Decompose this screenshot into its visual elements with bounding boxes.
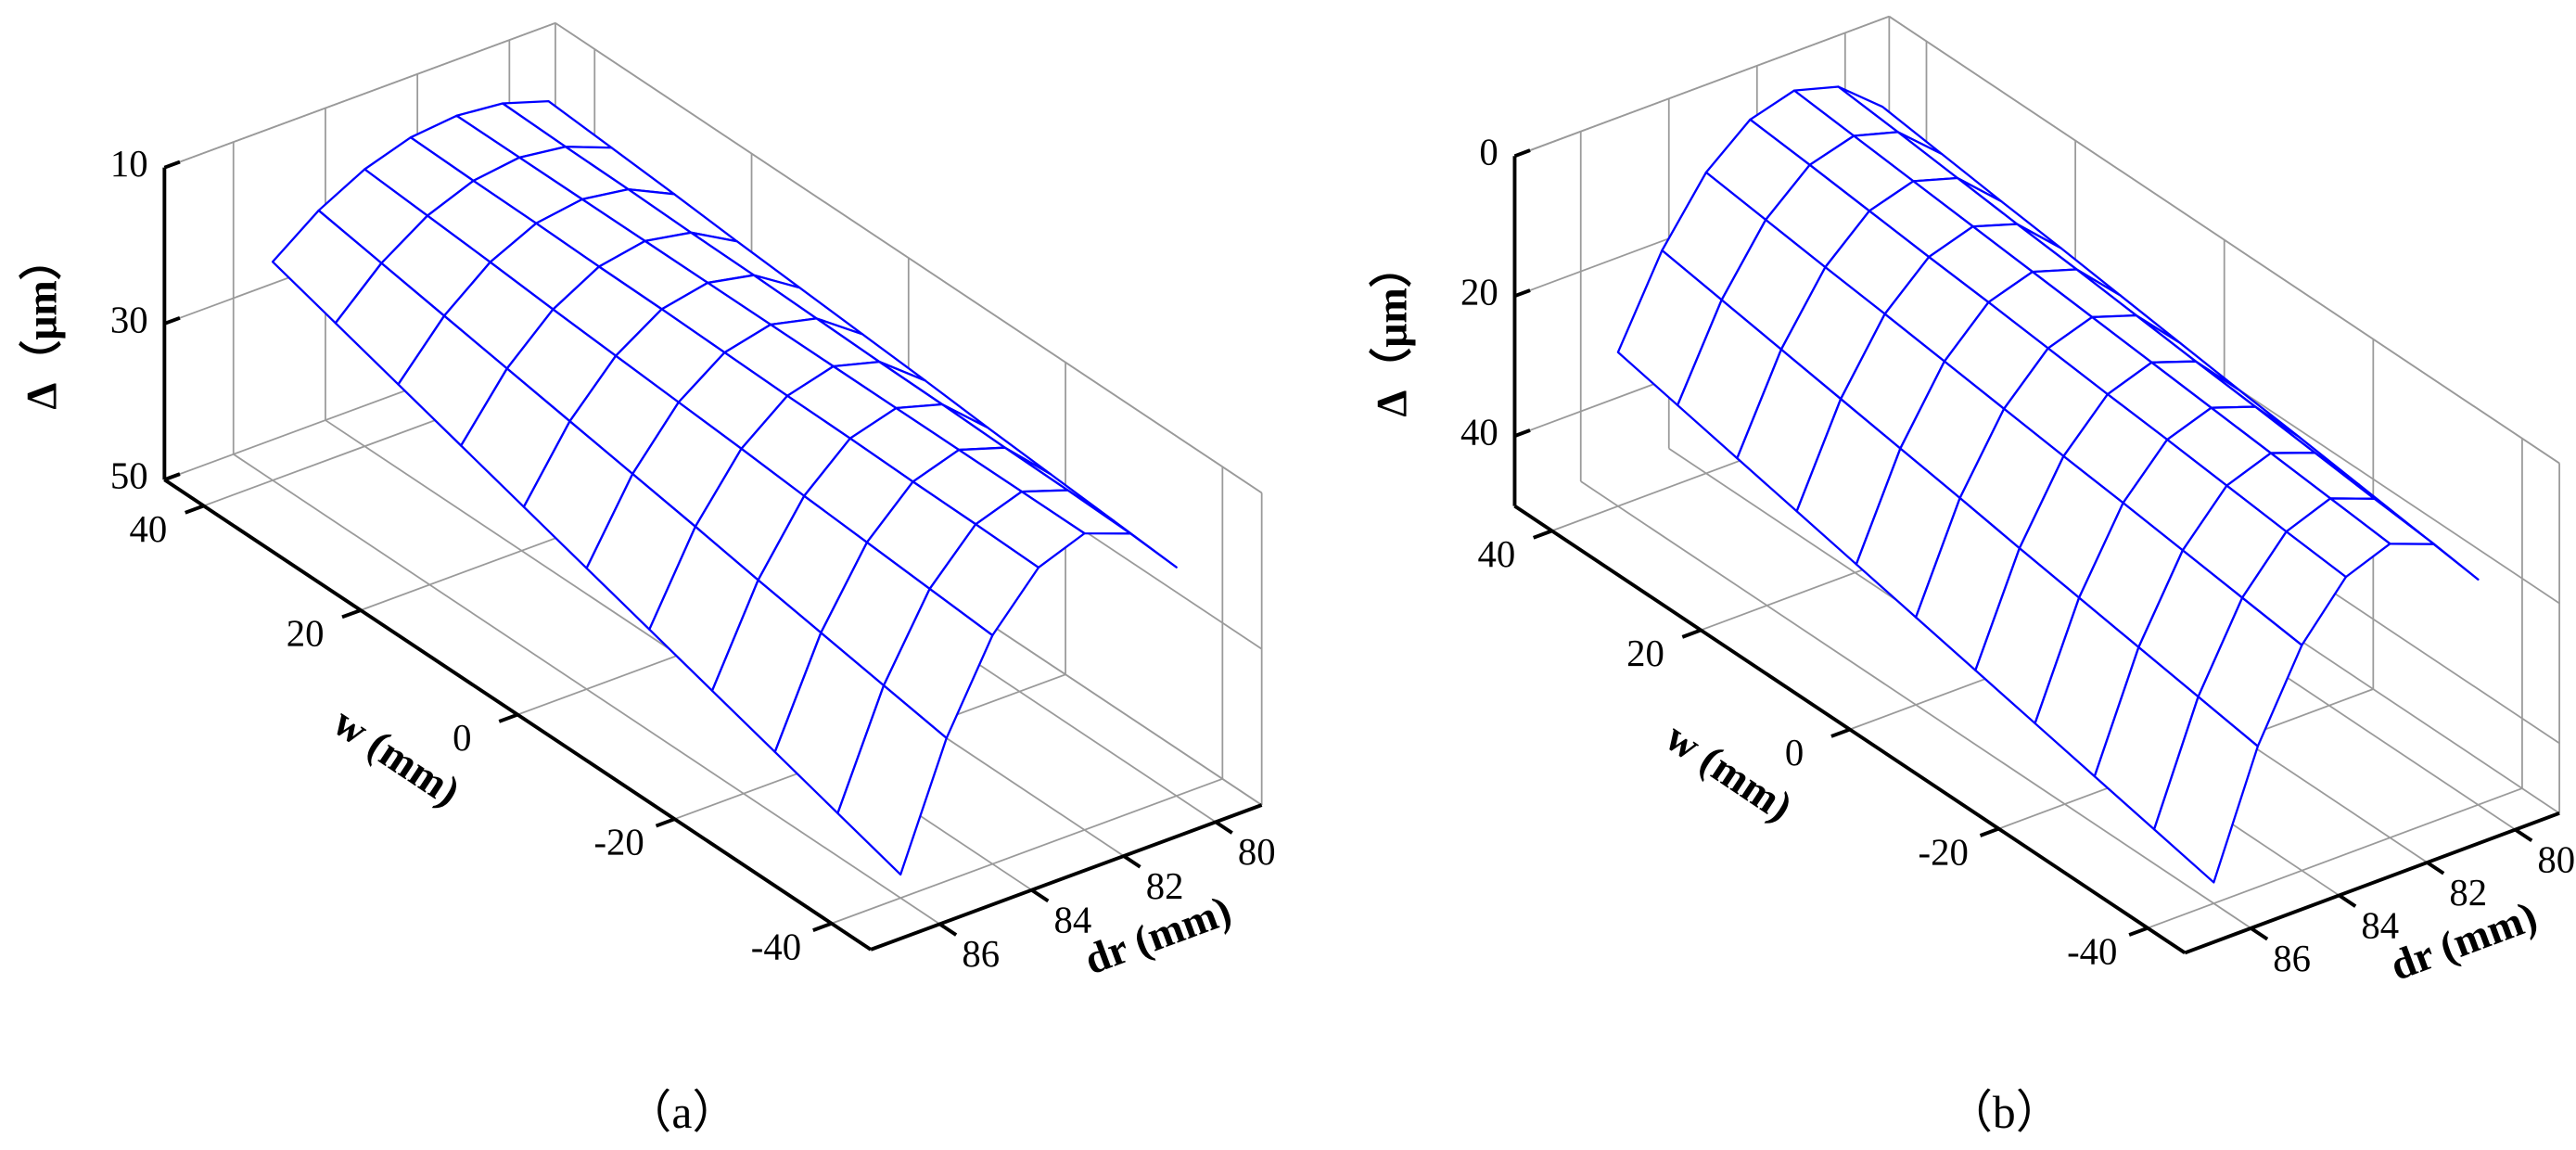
y-tick [1122, 854, 1141, 869]
z-tick [163, 160, 181, 170]
y-tick-label: 84 [1054, 900, 1092, 941]
x-tick [341, 608, 362, 620]
y-tick-label: 80 [2537, 838, 2575, 880]
x-tick [2128, 926, 2149, 937]
caption: （b） [1946, 1087, 2061, 1138]
x-tick [812, 921, 833, 932]
x-tick-label: 40 [1477, 533, 1515, 575]
x-tick-label: -40 [751, 926, 801, 967]
grid-line [164, 21, 556, 169]
z-tick [1513, 428, 1531, 438]
z-tick [163, 472, 181, 482]
y-tick-label: 82 [2449, 872, 2487, 914]
z-tick-label: 0 [1479, 132, 1498, 173]
surface-cell [836, 684, 948, 876]
z-axis-title: Δ（μm） [18, 237, 65, 409]
z-tick-label: 40 [1460, 411, 1498, 453]
y-tick [938, 922, 958, 937]
z-tick-label: 50 [110, 455, 148, 497]
x-tick [1979, 826, 2000, 837]
y-tick [2426, 861, 2445, 875]
y-tick-label: 86 [962, 933, 1000, 975]
x-tick [655, 817, 676, 828]
grid-line [233, 454, 940, 926]
x-tick-label: 0 [1785, 732, 1804, 773]
x-tick [1830, 727, 1851, 738]
x-tick-label: 40 [129, 508, 167, 550]
x-tick-label: -20 [593, 822, 644, 863]
x-tick-label: -40 [2067, 930, 2117, 972]
grid-line [1580, 480, 2251, 929]
grid-line [2147, 787, 2523, 929]
y-tick [1030, 888, 1050, 903]
z-axis-title: Δ（μm） [1368, 245, 1415, 416]
x-tick-label: 20 [1626, 632, 1664, 674]
x-tick [1533, 529, 1553, 540]
y-tick-label: 84 [2361, 904, 2399, 946]
y-tick-label: 86 [2273, 938, 2311, 979]
x-axis-title: w (mm) [1657, 712, 1801, 830]
grid-line [1514, 15, 1890, 158]
z-tick-label: 30 [110, 299, 148, 340]
y-tick [2514, 827, 2533, 842]
z-tick [1513, 288, 1531, 299]
x-tick-label: 0 [453, 717, 471, 759]
y-axis [870, 803, 1263, 952]
y-tick [2250, 926, 2269, 941]
y-tick-label: 82 [1146, 865, 1184, 907]
z-tick [163, 316, 181, 326]
x-tick-label: 20 [287, 613, 325, 655]
x-tick-label: -20 [1919, 831, 1969, 873]
y-tick [2338, 893, 2357, 908]
z-tick [1513, 148, 1531, 159]
y-axis [2184, 811, 2560, 955]
y-tick [1214, 820, 1233, 835]
x-tick [498, 712, 518, 723]
z-tick-label: 10 [110, 143, 148, 185]
x-tick [185, 504, 205, 515]
x-axis-title: w (mm) [325, 697, 469, 815]
grid-line [831, 778, 1223, 925]
y-tick-label: 80 [1238, 831, 1276, 873]
surface-cell [2152, 696, 2259, 884]
caption: （a） [626, 1087, 738, 1138]
z-tick-label: 20 [1460, 272, 1498, 313]
x-tick [1681, 628, 1702, 639]
